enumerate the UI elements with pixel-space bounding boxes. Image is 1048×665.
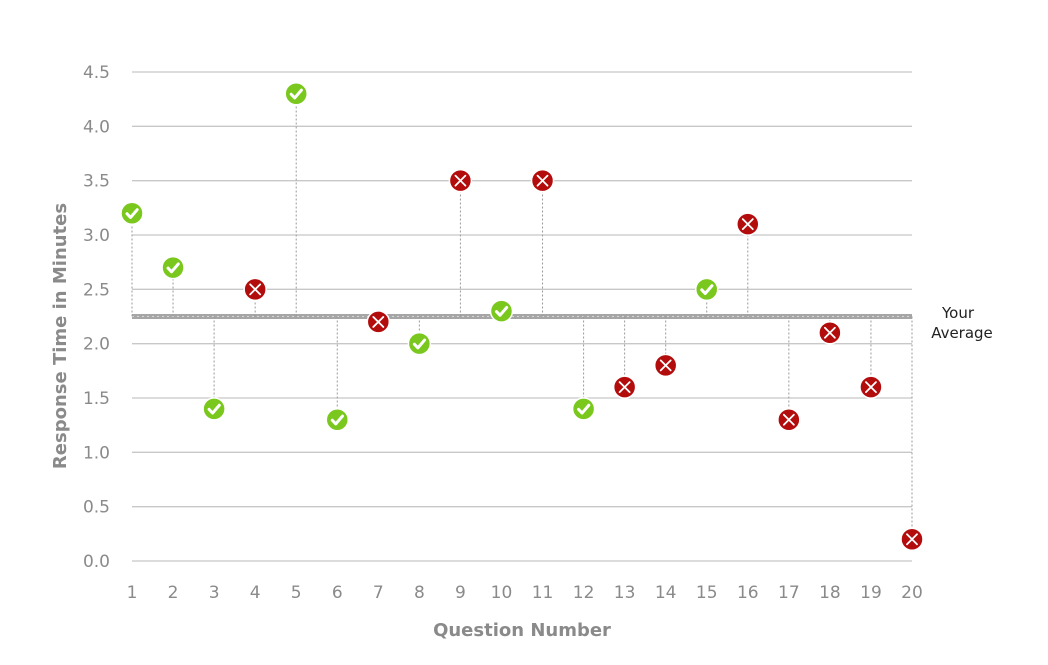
incorrect-point [653,353,678,378]
check-icon [577,403,591,415]
check-icon [494,305,509,317]
x-tick-label: 11 [532,583,554,603]
x-icon [372,316,385,328]
correct-point [202,397,226,421]
x-icon [906,533,918,546]
incorrect-point [612,375,637,399]
x-tick-label: 4 [250,583,261,603]
x-tick-label: 5 [291,583,302,603]
correct-point [161,255,185,280]
correct-point [407,331,432,356]
x-tick-label: 18 [819,583,841,603]
incorrect-point [530,168,555,193]
y-axis-title: Response Time in Minutes [50,203,71,469]
check-icon [207,403,221,415]
check-icon [166,262,180,274]
x-tick-label: 1 [127,583,138,603]
correct-marker [120,201,144,226]
incorrect-point [818,321,842,345]
y-tick-label: 0.5 [83,498,110,518]
incorrect-point [900,527,924,552]
incorrect-point [366,310,391,334]
x-tick-label: 7 [373,583,384,603]
x-tick-label: 14 [655,583,677,603]
correct-marker [407,331,432,356]
correct-marker [694,277,719,302]
y-tick-label: 3.5 [83,172,110,192]
x-tick-label: 17 [778,583,800,603]
correct-marker [325,407,350,432]
average-label-line2: Average [931,324,993,342]
x-tick-label: 10 [491,583,513,603]
correct-point [489,299,514,323]
x-tick-label: 3 [209,583,220,603]
correct-point [325,407,350,432]
check-icon [289,88,303,100]
correct-marker [202,397,226,421]
y-tick-label: 2.5 [83,280,110,300]
correct-point [284,81,308,106]
x-tick-label: 8 [414,583,425,603]
label-layer: Response Time in Minutes Question Number… [50,63,993,641]
x-tick-label: 15 [696,583,718,603]
incorrect-point [243,277,267,302]
y-tick-label: 3.0 [83,226,110,246]
x-tick-label: 20 [901,583,923,603]
check-icon [412,338,427,350]
x-icon [454,174,467,187]
x-axis-title: Question Number [433,620,611,641]
x-tick-label: 12 [573,583,595,603]
incorrect-point [777,407,801,432]
x-tick-label: 2 [168,583,179,603]
x-icon [618,381,631,394]
x-icon [741,218,754,231]
x-icon [659,359,672,372]
y-tick-label: 0.0 [83,552,110,572]
correct-point [694,277,719,302]
y-tick-label: 1.5 [83,389,110,409]
y-tick-label: 2.0 [83,335,110,355]
stem-layer [131,93,913,540]
point-layer [120,81,924,552]
x-icon [823,326,836,339]
x-icon [782,413,795,426]
incorrect-point [859,375,883,399]
correct-point [571,397,596,421]
x-icon [536,174,549,187]
correct-marker [161,255,185,280]
x-tick-label: 6 [332,583,343,603]
y-tick-label: 4.0 [83,117,110,137]
correct-marker [571,397,596,421]
check-icon [330,414,344,426]
x-tick-label: 13 [614,583,636,603]
y-tick-label: 1.0 [83,443,110,463]
correct-marker [284,81,308,106]
x-icon [865,381,877,394]
x-tick-label: 19 [860,583,882,603]
check-icon [700,284,714,296]
incorrect-point [448,168,473,193]
correct-point [120,201,144,226]
x-tick-label: 16 [737,583,759,603]
incorrect-point [736,212,760,236]
correct-marker [489,299,514,323]
check-icon [125,208,139,219]
x-icon [249,283,262,296]
y-tick-label: 4.5 [83,63,110,83]
x-tick-label: 9 [455,583,466,603]
average-label-line1: Your [941,304,975,322]
